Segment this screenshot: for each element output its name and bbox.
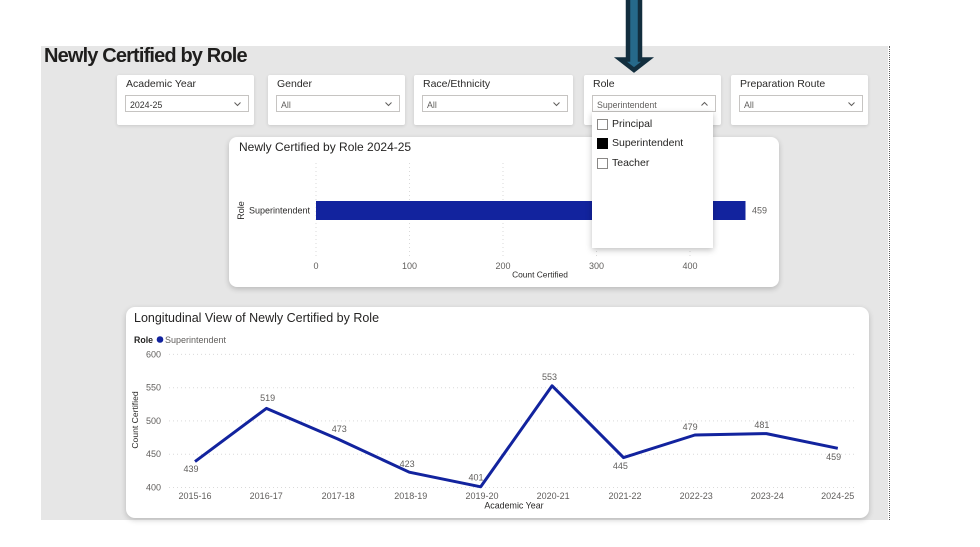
svg-text:Longitudinal View of Newly Cer: Longitudinal View of Newly Certified by … [134,311,379,325]
svg-text:459: 459 [826,452,841,462]
svg-text:519: 519 [260,393,275,403]
svg-text:401: 401 [468,473,483,483]
svg-text:Superintendent: Superintendent [249,206,311,216]
svg-text:439: 439 [183,464,198,474]
svg-text:200: 200 [495,261,510,271]
svg-text:Count Certified: Count Certified [130,391,140,449]
svg-text:0: 0 [313,261,318,271]
svg-text:2024-25: 2024-25 [821,491,854,501]
svg-text:479: 479 [683,422,698,432]
svg-text:300: 300 [589,261,604,271]
svg-text:445: 445 [613,461,628,471]
svg-text:Academic Year: Academic Year [484,501,543,511]
svg-text:2018-19: 2018-19 [394,491,427,501]
svg-text:500: 500 [146,416,161,426]
svg-text:2020-21: 2020-21 [537,491,570,501]
svg-text:553: 553 [542,372,557,382]
svg-text:2015-16: 2015-16 [178,491,211,501]
svg-text:550: 550 [146,383,161,393]
svg-text:Role: Role [134,335,153,345]
svg-text:Newly Certified by Role 2024-2: Newly Certified by Role 2024-25 [239,140,411,154]
svg-text:2021-22: 2021-22 [608,491,641,501]
svg-text:600: 600 [146,349,161,359]
svg-text:2023-24: 2023-24 [751,491,784,501]
svg-text:2016-17: 2016-17 [250,491,283,501]
svg-text:2022-23: 2022-23 [680,491,713,501]
svg-text:2019-20: 2019-20 [465,491,498,501]
svg-text:Role: Role [236,201,246,220]
svg-text:423: 423 [400,459,415,469]
svg-text:Count Certified: Count Certified [512,270,568,280]
svg-text:Superintendent: Superintendent [165,335,227,345]
svg-text:400: 400 [682,261,697,271]
svg-text:100: 100 [402,261,417,271]
svg-text:473: 473 [332,424,347,434]
svg-text:459: 459 [752,206,767,216]
svg-text:400: 400 [146,483,161,493]
svg-text:450: 450 [146,449,161,459]
svg-text:481: 481 [754,420,769,430]
svg-text:2017-18: 2017-18 [322,491,355,501]
